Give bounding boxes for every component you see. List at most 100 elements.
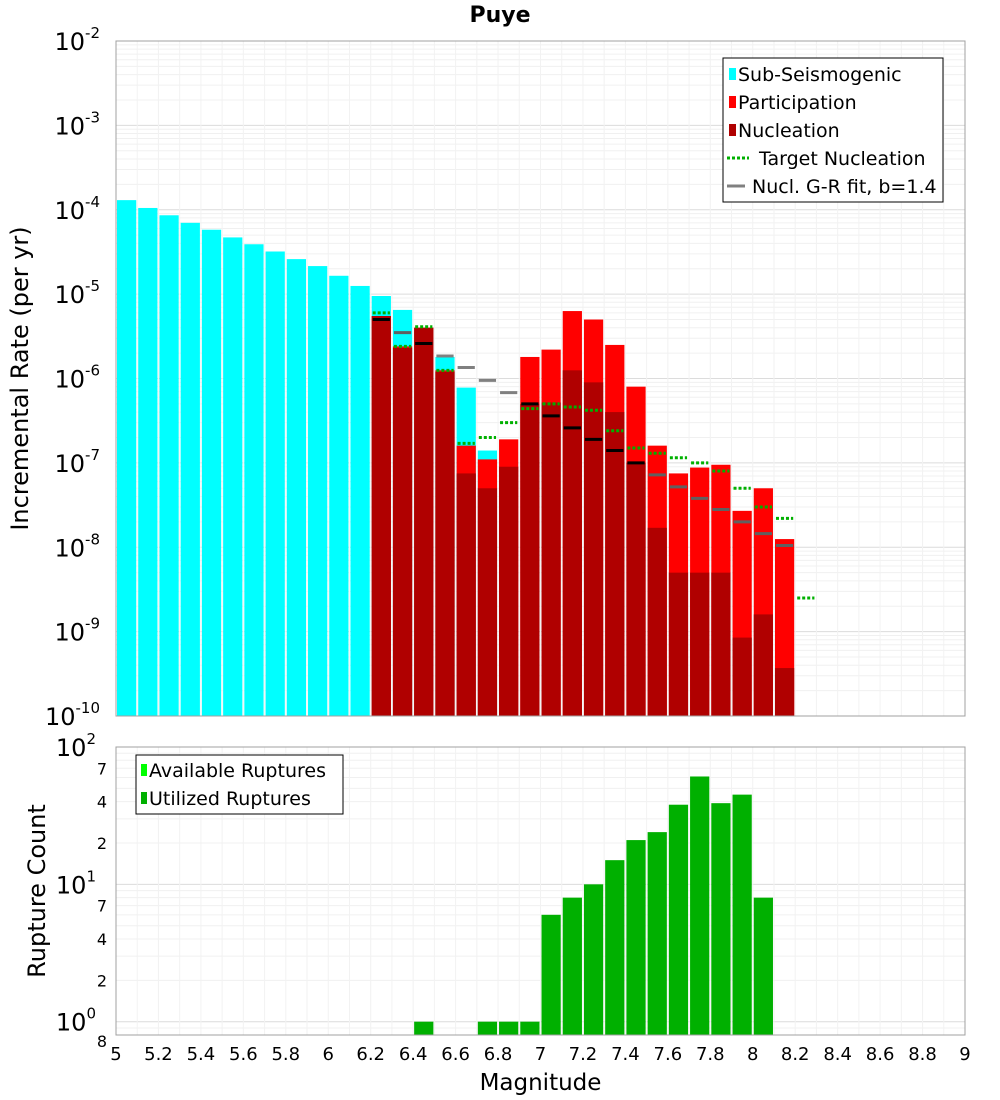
- x-tick-label: 7.8: [696, 1044, 725, 1065]
- top-y-axis-label: Incremental Rate (per yr): [6, 226, 34, 530]
- x-tick-label: 9: [959, 1044, 970, 1065]
- legend-label: Nucleation: [738, 120, 840, 142]
- x-tick-label: 7.4: [611, 1044, 640, 1065]
- sub-seismogenic-bar: [350, 285, 370, 716]
- utilized-ruptures-bar: [562, 897, 582, 1035]
- bottom-y-tick-label: 2: [97, 971, 107, 990]
- bottom-y-axis-label: Rupture Count: [23, 804, 51, 978]
- legend-swatch: [729, 124, 736, 136]
- x-tick-label: 6.2: [356, 1044, 385, 1065]
- legend-label: Available Ruptures: [149, 760, 326, 782]
- x-tick-label: 7.2: [569, 1044, 598, 1065]
- legend-label: Nucl. G-R fit, b=1.4: [752, 176, 937, 198]
- nucleation-bar: [583, 382, 604, 716]
- nucleation-bar: [520, 403, 540, 716]
- top-y-tick-label: 10-5: [54, 277, 100, 309]
- bottom-y-tick-label: 4: [97, 930, 107, 949]
- x-tick-label: 5.4: [187, 1044, 216, 1065]
- utilized-ruptures-bar: [583, 884, 604, 1035]
- nucleation-bar: [626, 462, 646, 716]
- nucleation-bar: [562, 370, 582, 716]
- legend-swatch: [729, 96, 736, 108]
- sub-seismogenic-bar: [180, 222, 200, 716]
- x-axis-label: Magnitude: [480, 1070, 602, 1096]
- top-y-tick-label: 10-9: [54, 615, 100, 647]
- top-legend-box: [722, 57, 944, 203]
- x-tick-label: 8.6: [866, 1044, 895, 1065]
- x-tick-label: 7.6: [654, 1044, 683, 1065]
- x-tick-label: 6.6: [441, 1044, 470, 1065]
- bottom-legend-box: [135, 754, 344, 815]
- nucleation-bar: [435, 371, 455, 716]
- x-tick-label: 8.2: [781, 1044, 810, 1065]
- nucleation-bar: [477, 488, 498, 716]
- legend-label: Sub-Seismogenic: [738, 64, 902, 86]
- utilized-ruptures-bar: [499, 1021, 519, 1035]
- bottom-plot-frame: [115, 746, 966, 1036]
- sub-seismogenic-bar: [244, 244, 264, 717]
- nucleation-bar: [414, 327, 434, 716]
- utilized-ruptures-bar: [520, 1021, 540, 1035]
- x-tick-label: 8: [747, 1044, 758, 1065]
- nucleation-bar: [753, 614, 773, 716]
- top-y-tick-label: 10-4: [54, 193, 100, 225]
- x-tick-label: 6.4: [399, 1044, 428, 1065]
- utilized-ruptures-bar: [626, 840, 646, 1035]
- utilized-ruptures-bar: [711, 803, 731, 1035]
- legend-label: Utilized Ruptures: [149, 788, 311, 810]
- bottom-y-tick-label: 7: [97, 759, 107, 778]
- legend-swatch: [729, 68, 736, 80]
- bottom-y-major-tick-label: 100: [56, 1005, 96, 1037]
- utilized-ruptures-bar: [477, 1021, 498, 1035]
- sub-seismogenic-bar: [308, 266, 328, 716]
- nucleation-bar: [647, 527, 667, 716]
- bottom-y-tick-label: 8: [97, 1032, 107, 1051]
- legend-swatch: [141, 764, 147, 776]
- top-y-tick-label: 10-6: [54, 362, 100, 394]
- utilized-ruptures-bar: [414, 1021, 434, 1035]
- utilized-ruptures-bar: [647, 832, 667, 1035]
- x-tick-label: 5.2: [144, 1044, 173, 1065]
- nucleation-bar: [392, 347, 413, 716]
- legend-swatch: [141, 792, 147, 804]
- x-tick-label: 5.6: [229, 1044, 258, 1065]
- nucleation-bar: [456, 473, 476, 716]
- x-tick-label: 5.8: [271, 1044, 300, 1065]
- x-tick-label: 6: [323, 1044, 334, 1065]
- utilized-ruptures-bar: [668, 804, 689, 1035]
- sub-seismogenic-bar: [117, 200, 137, 716]
- utilized-ruptures-bar: [690, 776, 710, 1035]
- x-tick-label: 8.8: [908, 1044, 937, 1065]
- legend-label: Target Nucleation: [758, 148, 926, 170]
- top-plot-frame: [115, 40, 966, 717]
- sub-seismogenic-bar: [286, 259, 307, 716]
- bottom-y-major-tick-label: 102: [56, 730, 96, 762]
- utilized-ruptures-bar: [732, 794, 752, 1035]
- top-y-tick-label: 10-2: [54, 24, 100, 56]
- top-y-tick-label: 10-8: [54, 530, 100, 562]
- top-y-tick-label: 10-10: [45, 699, 100, 731]
- utilized-ruptures-bar: [605, 860, 625, 1035]
- legend-label: Participation: [738, 92, 857, 114]
- top-y-tick-label: 10-3: [54, 108, 100, 140]
- nucleation-bar: [541, 402, 561, 716]
- nucleation-bar: [711, 572, 731, 716]
- x-tick-label: 5: [110, 1044, 121, 1065]
- nucleation-bar: [774, 668, 795, 716]
- sub-seismogenic-bar: [159, 215, 179, 717]
- utilized-ruptures-bar: [541, 914, 561, 1035]
- nucleation-bar: [499, 466, 519, 716]
- nucleation-bar: [732, 637, 752, 716]
- utilized-ruptures-bar: [753, 897, 773, 1035]
- sub-seismogenic-bar: [138, 207, 158, 716]
- nucleation-bar: [371, 316, 391, 716]
- nucleation-bar: [690, 572, 710, 716]
- bottom-y-tick-label: 4: [97, 793, 107, 812]
- chart-title: Puye: [469, 3, 531, 28]
- top-y-tick-label: 10-7: [54, 446, 100, 478]
- nucleation-bar: [605, 412, 625, 716]
- x-tick-label: 7: [535, 1044, 546, 1065]
- bottom-y-tick-label: 2: [97, 834, 107, 853]
